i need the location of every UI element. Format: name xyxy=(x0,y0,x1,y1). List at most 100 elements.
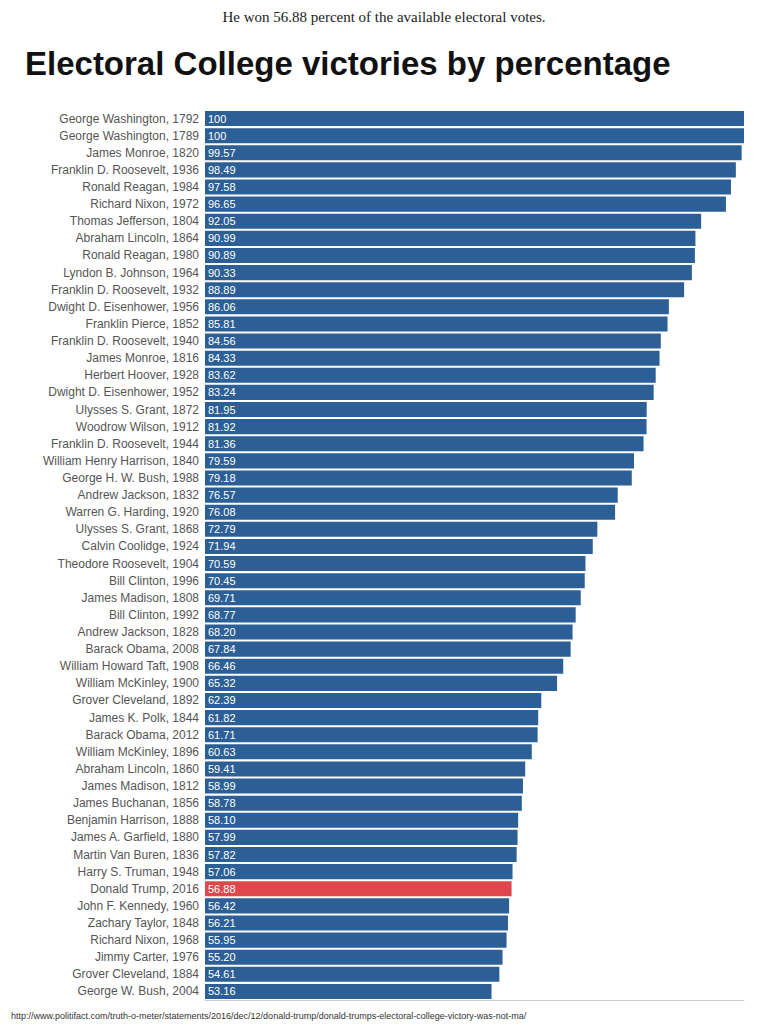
svg-text:James A. Garfield, 1880: James A. Garfield, 1880 xyxy=(71,830,199,844)
svg-text:55.95: 55.95 xyxy=(208,934,236,946)
svg-text:79.18: 79.18 xyxy=(208,472,236,484)
svg-text:Ulysses S. Grant, 1868: Ulysses S. Grant, 1868 xyxy=(76,522,200,536)
svg-text:84.56: 84.56 xyxy=(208,335,236,347)
svg-text:81.95: 81.95 xyxy=(208,404,236,416)
svg-text:85.81: 85.81 xyxy=(208,318,236,330)
svg-text:Barack Obama, 2008: Barack Obama, 2008 xyxy=(86,642,200,656)
svg-text:Dwight D. Eisenhower, 1956: Dwight D. Eisenhower, 1956 xyxy=(48,300,199,314)
svg-text:58.78: 58.78 xyxy=(208,797,236,809)
svg-text:99.57: 99.57 xyxy=(208,147,236,159)
svg-text:James Monroe, 1816: James Monroe, 1816 xyxy=(86,351,199,365)
svg-text:George Washington, 1792: George Washington, 1792 xyxy=(59,112,199,126)
svg-text:William Howard Taft, 1908: William Howard Taft, 1908 xyxy=(60,659,199,673)
svg-text:Harry S. Truman, 1948: Harry S. Truman, 1948 xyxy=(78,865,200,879)
svg-text:61.82: 61.82 xyxy=(208,712,236,724)
svg-text:83.24: 83.24 xyxy=(208,386,236,398)
svg-text:59.41: 59.41 xyxy=(208,763,236,775)
svg-text:Andrew Jackson, 1832: Andrew Jackson, 1832 xyxy=(78,488,200,502)
svg-text:Andrew Jackson, 1828: Andrew Jackson, 1828 xyxy=(78,625,200,639)
svg-text:Calvin Coolidge, 1924: Calvin Coolidge, 1924 xyxy=(82,539,200,553)
svg-text:Richard Nixon, 1968: Richard Nixon, 1968 xyxy=(90,933,199,947)
svg-text:56.21: 56.21 xyxy=(208,917,236,929)
svg-text:Bill Clinton, 1996: Bill Clinton, 1996 xyxy=(109,574,199,588)
svg-text:Woodrow Wilson, 1912: Woodrow Wilson, 1912 xyxy=(76,420,199,434)
svg-text:Benjamin Harrison, 1888: Benjamin Harrison, 1888 xyxy=(67,813,199,827)
svg-text:James K. Polk, 1844: James K. Polk, 1844 xyxy=(89,711,199,725)
svg-text:James Buchanan, 1856: James Buchanan, 1856 xyxy=(73,796,199,810)
svg-text:William McKinley, 1900: William McKinley, 1900 xyxy=(76,676,199,690)
svg-text:55.20: 55.20 xyxy=(208,951,236,963)
svg-text:Abraham Lincoln, 1864: Abraham Lincoln, 1864 xyxy=(76,231,200,245)
svg-text:100: 100 xyxy=(208,130,226,142)
svg-text:James Madison, 1808: James Madison, 1808 xyxy=(82,591,200,605)
svg-text:100: 100 xyxy=(208,113,226,125)
svg-text:Franklin D. Roosevelt, 1940: Franklin D. Roosevelt, 1940 xyxy=(51,334,199,348)
svg-text:56.88: 56.88 xyxy=(208,883,236,895)
svg-text:William McKinley, 1896: William McKinley, 1896 xyxy=(76,745,199,759)
svg-text:61.71: 61.71 xyxy=(208,729,236,741)
svg-text:John F. Kennedy, 1960: John F. Kennedy, 1960 xyxy=(77,899,199,913)
svg-text:71.94: 71.94 xyxy=(208,540,236,552)
svg-text:84.33: 84.33 xyxy=(208,352,236,364)
svg-text:65.32: 65.32 xyxy=(208,677,236,689)
svg-text:66.46: 66.46 xyxy=(208,660,236,672)
svg-text:90.33: 90.33 xyxy=(208,267,236,279)
svg-text:83.62: 83.62 xyxy=(208,369,236,381)
svg-text:Warren G. Harding, 1920: Warren G. Harding, 1920 xyxy=(65,505,199,519)
svg-text:Lyndon B. Johnson, 1964: Lyndon B. Johnson, 1964 xyxy=(63,266,199,280)
svg-text:56.42: 56.42 xyxy=(208,900,236,912)
svg-text:Barack Obama, 2012: Barack Obama, 2012 xyxy=(86,728,200,742)
svg-text:George W. Bush, 2004: George W. Bush, 2004 xyxy=(78,984,200,998)
svg-text:81.36: 81.36 xyxy=(208,438,236,450)
svg-text:Ronald Reagan, 1984: Ronald Reagan, 1984 xyxy=(82,180,199,194)
svg-text:97.58: 97.58 xyxy=(208,181,236,193)
svg-text:Grover Cleveland, 1892: Grover Cleveland, 1892 xyxy=(72,693,199,707)
svg-text:James Madison, 1812: James Madison, 1812 xyxy=(82,779,200,793)
svg-text:Franklin D. Roosevelt, 1944: Franklin D. Roosevelt, 1944 xyxy=(51,437,199,451)
svg-text:57.99: 57.99 xyxy=(208,831,236,843)
svg-text:Richard Nixon, 1972: Richard Nixon, 1972 xyxy=(90,197,199,211)
svg-text:54.61: 54.61 xyxy=(208,968,236,980)
svg-text:http://www.politifact.com/trut: http://www.politifact.com/truth-o-meter/… xyxy=(11,1011,527,1021)
svg-text:88.89: 88.89 xyxy=(208,284,236,296)
svg-text:86.06: 86.06 xyxy=(208,301,236,313)
svg-text:William Henry Harrison, 1840: William Henry Harrison, 1840 xyxy=(43,454,199,468)
svg-text:76.08: 76.08 xyxy=(208,506,236,518)
svg-text:Donald Trump, 2016: Donald Trump, 2016 xyxy=(90,882,199,896)
svg-text:72.79: 72.79 xyxy=(208,523,236,535)
svg-text:81.92: 81.92 xyxy=(208,421,236,433)
svg-text:Herbert Hoover, 1928: Herbert Hoover, 1928 xyxy=(84,368,199,382)
svg-text:62.39: 62.39 xyxy=(208,694,236,706)
svg-text:He won 56.88 percent of the av: He won 56.88 percent of the available el… xyxy=(222,9,545,25)
svg-text:90.89: 90.89 xyxy=(208,249,236,261)
svg-text:60.63: 60.63 xyxy=(208,746,236,758)
svg-text:57.82: 57.82 xyxy=(208,849,236,861)
svg-text:Franklin D. Roosevelt, 1932: Franklin D. Roosevelt, 1932 xyxy=(51,283,199,297)
svg-text:58.10: 58.10 xyxy=(208,814,236,826)
svg-text:70.45: 70.45 xyxy=(208,575,236,587)
svg-text:Dwight D. Eisenhower, 1952: Dwight D. Eisenhower, 1952 xyxy=(48,385,199,399)
svg-text:69.71: 69.71 xyxy=(208,592,236,604)
svg-text:Bill Clinton, 1992: Bill Clinton, 1992 xyxy=(109,608,199,622)
svg-text:Franklin D. Roosevelt, 1936: Franklin D. Roosevelt, 1936 xyxy=(51,163,199,177)
svg-text:96.65: 96.65 xyxy=(208,198,236,210)
svg-text:Theodore Roosevelt, 1904: Theodore Roosevelt, 1904 xyxy=(58,557,200,571)
svg-text:90.99: 90.99 xyxy=(208,232,236,244)
svg-text:Martin Van Buren, 1836: Martin Van Buren, 1836 xyxy=(73,848,199,862)
svg-text:Abraham Lincoln, 1860: Abraham Lincoln, 1860 xyxy=(76,762,200,776)
svg-text:Ronald Reagan, 1980: Ronald Reagan, 1980 xyxy=(82,248,199,262)
svg-text:Thomas Jefferson, 1804: Thomas Jefferson, 1804 xyxy=(70,214,200,228)
svg-text:79.59: 79.59 xyxy=(208,455,236,467)
svg-text:Zachary Taylor, 1848: Zachary Taylor, 1848 xyxy=(88,916,200,930)
svg-text:Ulysses S. Grant, 1872: Ulysses S. Grant, 1872 xyxy=(76,403,200,417)
svg-text:92.05: 92.05 xyxy=(208,215,236,227)
svg-text:67.84: 67.84 xyxy=(208,643,236,655)
svg-text:76.57: 76.57 xyxy=(208,489,236,501)
svg-text:Jimmy Carter, 1976: Jimmy Carter, 1976 xyxy=(95,950,199,964)
svg-text:Grover Cleveland, 1884: Grover Cleveland, 1884 xyxy=(72,967,199,981)
svg-text:58.99: 58.99 xyxy=(208,780,236,792)
svg-text:Franklin Pierce, 1852: Franklin Pierce, 1852 xyxy=(86,317,200,331)
svg-text:Electoral College victories by: Electoral College victories by percentag… xyxy=(25,45,671,82)
svg-text:68.20: 68.20 xyxy=(208,626,236,638)
svg-text:70.59: 70.59 xyxy=(208,558,236,570)
